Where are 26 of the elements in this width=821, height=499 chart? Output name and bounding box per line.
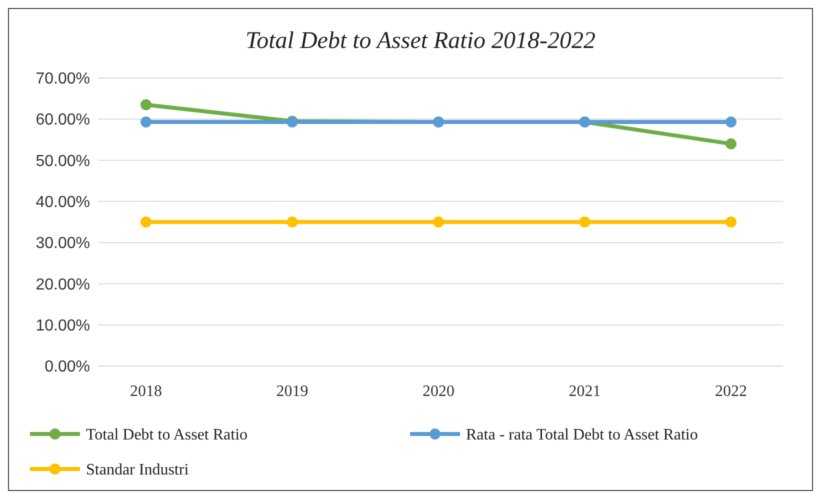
point [579, 216, 590, 228]
y-tick-label: 10.00% [36, 317, 90, 334]
y-tick-label: 30.00% [36, 235, 90, 252]
x-tick-label: 2019 [276, 383, 308, 400]
x-tick-label: 2021 [568, 383, 601, 400]
y-tick-label: 20.00% [36, 276, 90, 294]
legend-label: Rata - rata Total Debt to Asset Ratio [466, 426, 698, 444]
point [140, 99, 152, 110]
y-tick-label: 40.00% [36, 194, 90, 212]
x-tick-label: 2018 [130, 383, 162, 400]
y-tick-label: 60.00% [36, 112, 90, 129]
point [286, 216, 298, 228]
point [140, 116, 152, 128]
point [726, 116, 736, 128]
point [433, 216, 444, 228]
y-tick-label: 70.00% [36, 70, 90, 88]
y-tick-label: 0.00% [44, 358, 90, 376]
point [726, 138, 736, 150]
legend-label: Total Debt to Asset Ratio [86, 426, 248, 444]
x-tick-label: 2020 [422, 383, 454, 400]
legend-label: Standar Industri [86, 462, 190, 479]
point [726, 216, 736, 228]
chart-title: Total Debt to Asset Ratio 2018-2022 [245, 28, 596, 54]
point [140, 216, 152, 228]
y-tick-label: 50.00% [36, 152, 90, 170]
x-tick-label: 2022 [715, 383, 747, 400]
